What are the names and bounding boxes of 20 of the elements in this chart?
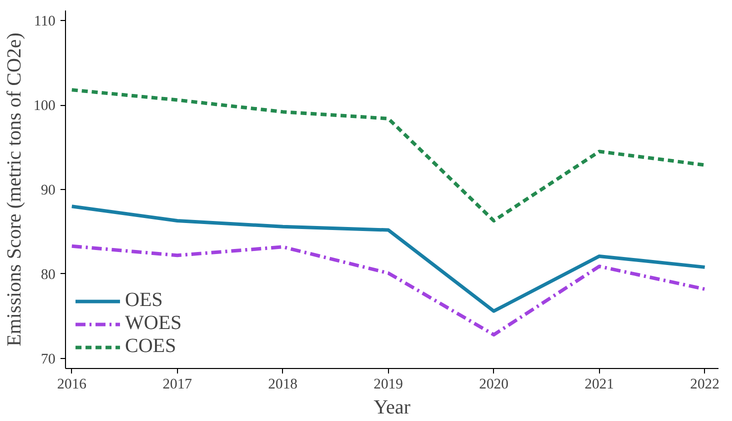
x-tick-label: 2016 bbox=[57, 376, 86, 392]
x-tick-label: 2018 bbox=[268, 376, 298, 392]
x-tick-label: 2019 bbox=[374, 376, 403, 392]
line-series bbox=[70, 244, 707, 336]
x-tick-label: 2021 bbox=[584, 376, 614, 392]
x-tick-label: 2017 bbox=[162, 376, 192, 392]
legend-label: OES bbox=[125, 289, 163, 312]
x-tick-label: 2020 bbox=[479, 376, 508, 392]
y-tick-label: 110 bbox=[34, 14, 56, 30]
line-series bbox=[70, 88, 707, 222]
x-axis-title: Year bbox=[374, 396, 411, 418]
legend-label: COES bbox=[125, 335, 176, 358]
y-tick-label: 70 bbox=[40, 351, 56, 368]
y-tick-label: 100 bbox=[34, 98, 56, 114]
legend-label: WOES bbox=[125, 312, 182, 335]
y-tick-label: 80 bbox=[40, 266, 56, 283]
x-tick-label: 2022 bbox=[690, 376, 720, 392]
line-series bbox=[70, 204, 707, 313]
y-axis-title: Emissions Score (metric tons of CO2e) bbox=[4, 32, 26, 346]
y-tick-label: 90 bbox=[40, 182, 56, 198]
